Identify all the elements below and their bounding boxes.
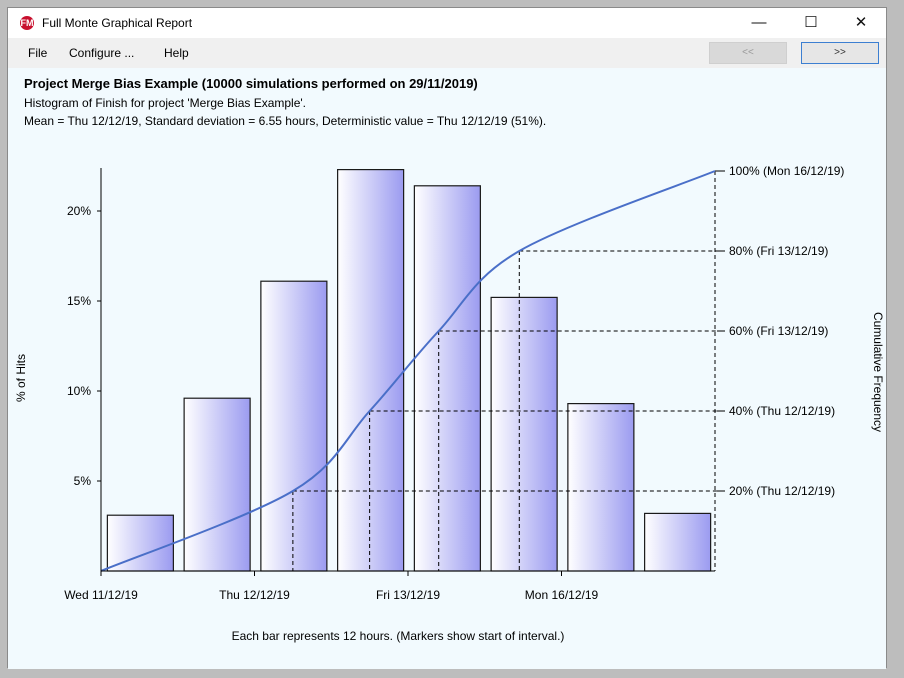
histogram-bar	[490, 296, 558, 572]
histogram-bar	[413, 185, 481, 572]
close-button[interactable]: ✕	[854, 14, 868, 31]
minimize-button[interactable]: —	[751, 14, 767, 31]
x-tick-label: Fri 13/12/19	[376, 588, 440, 602]
report-area: Project Merge Bias Example (10000 simula…	[8, 68, 886, 669]
report-subtitle: Histogram of Finish for project 'Merge B…	[24, 96, 307, 110]
y2-axis-label: Cumulative Frequency	[871, 312, 885, 432]
y-tick-label: 20%	[67, 204, 91, 218]
histogram-bar	[106, 514, 174, 572]
next-button[interactable]: >>	[801, 42, 879, 64]
maximize-button[interactable]: ☐	[804, 14, 818, 31]
menu-file[interactable]: File	[28, 46, 48, 60]
previous-button[interactable]: <<	[709, 42, 787, 64]
report-title: Project Merge Bias Example (10000 simula…	[24, 76, 478, 91]
y-tick-label: 15%	[67, 294, 91, 308]
cumulative-curve	[100, 170, 716, 572]
histogram-bar	[337, 168, 405, 572]
x-tick-label: Thu 12/12/19	[219, 588, 290, 602]
y-axis-label: % of Hits	[14, 354, 28, 402]
cumulative-marker-label: 60% (Fri 13/12/19)	[729, 324, 828, 338]
histogram-bar	[567, 403, 635, 572]
window-title: Full Monte Graphical Report	[42, 16, 193, 30]
histogram-chart: 5% 10% 15% 20% Wed 11/12/19 Thu 12/12/19 Fri 1…	[14, 164, 885, 643]
x-tick-label: Mon 16/12/19	[525, 588, 599, 602]
y-tick-label: 5%	[74, 474, 92, 488]
histogram-bar	[183, 397, 251, 572]
cumulative-marker-label: 40% (Thu 12/12/19)	[729, 404, 835, 418]
report-stats: Mean = Thu 12/12/19, Standard deviation …	[24, 114, 547, 128]
title-bar[interactable]: FM Full Monte Graphical Report — ☐ ✕	[8, 8, 886, 38]
histogram-bar	[260, 280, 328, 572]
cumulative-marker-label: 80% (Fri 13/12/19)	[729, 244, 828, 258]
x-tick-label: Wed 11/12/19	[64, 588, 138, 602]
x-axis-caption: Each bar represents 12 hours. (Markers s…	[232, 629, 565, 643]
cumulative-marker-label: 100% (Mon 16/12/19)	[729, 164, 844, 178]
histogram-bar	[644, 512, 712, 572]
menu-configure[interactable]: Configure ...	[69, 46, 135, 60]
cumulative-marker-label: 20% (Thu 12/12/19)	[729, 484, 835, 498]
app-logo-icon: FM	[20, 16, 34, 30]
report-window: FM Full Monte Graphical Report — ☐ ✕ Fil…	[7, 7, 887, 669]
y-tick-label: 10%	[67, 384, 91, 398]
menu-help[interactable]: Help	[164, 46, 189, 60]
menu-bar: File Configure ... Help << >>	[8, 38, 886, 68]
